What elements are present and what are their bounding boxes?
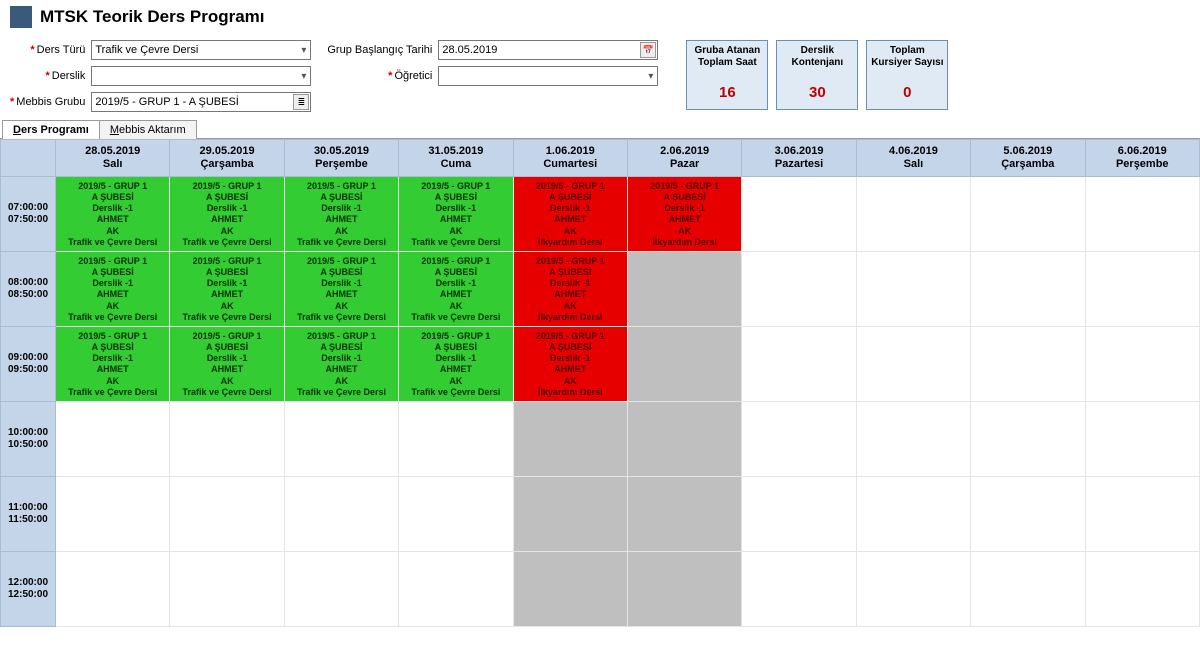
header-day-2: 30.05.2019Perşembe: [284, 140, 398, 177]
time-row-3: 10:00:0010:50:00: [1, 402, 56, 477]
cell-r3-d4[interactable]: [513, 402, 627, 477]
cell-r1-d3[interactable]: 2019/5 - GRUP 1A ŞUBESİDerslik -1AHMETAK…: [399, 252, 513, 327]
cell-r5-d7[interactable]: [856, 552, 970, 627]
cell-r5-d9[interactable]: [1085, 552, 1199, 627]
cell-r5-d0[interactable]: [56, 552, 170, 627]
cell-r4-d0[interactable]: [56, 477, 170, 552]
stat-total-hours: Gruba Atanan Toplam Saat 16: [686, 40, 768, 110]
cell-r1-d7[interactable]: [856, 252, 970, 327]
cell-r0-d6[interactable]: [742, 177, 856, 252]
cell-r0-d2[interactable]: 2019/5 - GRUP 1A ŞUBESİDerslik -1AHMETAK…: [284, 177, 398, 252]
time-row-4: 11:00:0011:50:00: [1, 477, 56, 552]
mebbis-grubu-label: *Mebbis Grubu: [10, 96, 85, 108]
header-day-3: 31.05.2019Cuma: [399, 140, 513, 177]
cell-r5-d5[interactable]: [627, 552, 741, 627]
cell-r4-d9[interactable]: [1085, 477, 1199, 552]
cell-r0-d4[interactable]: 2019/5 - GRUP 1A ŞUBESİDerslik -1AHMETAK…: [513, 177, 627, 252]
mebbis-grubu-lookup-icon[interactable]: ≣: [293, 94, 309, 110]
cell-r4-d2[interactable]: [284, 477, 398, 552]
cell-r3-d5[interactable]: [627, 402, 741, 477]
cell-r0-d0[interactable]: 2019/5 - GRUP 1A ŞUBESİDerslik -1AHMETAK…: [56, 177, 170, 252]
cell-r2-d3[interactable]: 2019/5 - GRUP 1A ŞUBESİDerslik -1AHMETAK…: [399, 327, 513, 402]
header-day-6: 3.06.2019Pazartesi: [742, 140, 856, 177]
time-row-5: 12:00:0012:50:00: [1, 552, 56, 627]
calendar-icon[interactable]: 📅: [640, 42, 656, 58]
app-icon: [10, 6, 32, 28]
cell-r2-d2[interactable]: 2019/5 - GRUP 1A ŞUBESİDerslik -1AHMETAK…: [284, 327, 398, 402]
time-row-1: 08:00:0008:50:00: [1, 252, 56, 327]
schedule-table: 28.05.2019Salı 29.05.2019Çarşamba 30.05.…: [0, 139, 1200, 627]
header-time: [1, 140, 56, 177]
cell-r3-d7[interactable]: [856, 402, 970, 477]
cell-r1-d0[interactable]: 2019/5 - GRUP 1A ŞUBESİDerslik -1AHMETAK…: [56, 252, 170, 327]
tab-ders-programi[interactable]: DDers Programıers Programı: [2, 120, 100, 139]
header-day-7: 4.06.2019Salı: [856, 140, 970, 177]
stat-students: Toplam Kursiyer Sayısı 0: [866, 40, 948, 110]
ders-turu-label: *Ders Türü: [10, 44, 85, 56]
derslik-select[interactable]: [91, 66, 311, 86]
cell-r2-d6[interactable]: [742, 327, 856, 402]
header-day-4: 1.06.2019Cumartesi: [513, 140, 627, 177]
cell-r5-d4[interactable]: [513, 552, 627, 627]
cell-r4-d5[interactable]: [627, 477, 741, 552]
ogretici-label: *Öğretici: [327, 70, 432, 82]
cell-r5-d3[interactable]: [399, 552, 513, 627]
cell-r0-d8[interactable]: [971, 177, 1085, 252]
cell-r3-d2[interactable]: [284, 402, 398, 477]
header-day-1: 29.05.2019Çarşamba: [170, 140, 284, 177]
cell-r0-d7[interactable]: [856, 177, 970, 252]
cell-r2-d7[interactable]: [856, 327, 970, 402]
cell-r5-d8[interactable]: [971, 552, 1085, 627]
cell-r1-d2[interactable]: 2019/5 - GRUP 1A ŞUBESİDerslik -1AHMETAK…: [284, 252, 398, 327]
cell-r0-d1[interactable]: 2019/5 - GRUP 1A ŞUBESİDerslik -1AHMETAK…: [170, 177, 284, 252]
cell-r3-d8[interactable]: [971, 402, 1085, 477]
page-title: MTSK Teorik Ders Programı: [40, 7, 265, 27]
cell-r0-d9[interactable]: [1085, 177, 1199, 252]
mebbis-grubu-input[interactable]: 2019/5 - GRUP 1 - A ŞUBESİ: [91, 92, 311, 112]
grup-baslangic-input[interactable]: 28.05.2019: [438, 40, 658, 60]
tab-mebbis-aktarim[interactable]: Mebbis AktarımMebbis Aktarım: [99, 120, 197, 139]
cell-r2-d8[interactable]: [971, 327, 1085, 402]
cell-r2-d4[interactable]: 2019/5 - GRUP 1A ŞUBESİDerslik -1AHMETAK…: [513, 327, 627, 402]
cell-r1-d4[interactable]: 2019/5 - GRUP 1A ŞUBESİDerslik -1AHMETAK…: [513, 252, 627, 327]
cell-r5-d6[interactable]: [742, 552, 856, 627]
cell-r0-d5[interactable]: 2019/5 - GRUP 1A ŞUBESİDerslik -1AHMETAK…: [627, 177, 741, 252]
time-row-0: 07:00:0007:50:00: [1, 177, 56, 252]
cell-r1-d9[interactable]: [1085, 252, 1199, 327]
ders-turu-select[interactable]: Trafik ve Çevre Dersi: [91, 40, 311, 60]
header-day-0: 28.05.2019Salı: [56, 140, 170, 177]
cell-r4-d3[interactable]: [399, 477, 513, 552]
cell-r4-d6[interactable]: [742, 477, 856, 552]
cell-r3-d6[interactable]: [742, 402, 856, 477]
cell-r1-d5[interactable]: [627, 252, 741, 327]
cell-r4-d4[interactable]: [513, 477, 627, 552]
cell-r3-d3[interactable]: [399, 402, 513, 477]
cell-r2-d0[interactable]: 2019/5 - GRUP 1A ŞUBESİDerslik -1AHMETAK…: [56, 327, 170, 402]
time-row-2: 09:00:0009:50:00: [1, 327, 56, 402]
cell-r4-d7[interactable]: [856, 477, 970, 552]
cell-r4-d8[interactable]: [971, 477, 1085, 552]
cell-r3-d9[interactable]: [1085, 402, 1199, 477]
cell-r3-d1[interactable]: [170, 402, 284, 477]
cell-r2-d1[interactable]: 2019/5 - GRUP 1A ŞUBESİDerslik -1AHMETAK…: [170, 327, 284, 402]
cell-r4-d1[interactable]: [170, 477, 284, 552]
stat-capacity: Derslik Kontenjanı 30: [776, 40, 858, 110]
header-day-9: 6.06.2019Perşembe: [1085, 140, 1199, 177]
header-day-5: 2.06.2019Pazar: [627, 140, 741, 177]
cell-r5-d2[interactable]: [284, 552, 398, 627]
schedule-header-row: 28.05.2019Salı 29.05.2019Çarşamba 30.05.…: [1, 140, 1200, 177]
cell-r5-d1[interactable]: [170, 552, 284, 627]
cell-r3-d0[interactable]: [56, 402, 170, 477]
cell-r1-d1[interactable]: 2019/5 - GRUP 1A ŞUBESİDerslik -1AHMETAK…: [170, 252, 284, 327]
cell-r1-d8[interactable]: [971, 252, 1085, 327]
grup-baslangic-label: Grup Başlangıç Tarihi: [327, 44, 432, 56]
header-day-8: 5.06.2019Çarşamba: [971, 140, 1085, 177]
cell-r2-d9[interactable]: [1085, 327, 1199, 402]
cell-r2-d5[interactable]: [627, 327, 741, 402]
cell-r1-d6[interactable]: [742, 252, 856, 327]
derslik-label: *Derslik: [10, 70, 85, 82]
cell-r0-d3[interactable]: 2019/5 - GRUP 1A ŞUBESİDerslik -1AHMETAK…: [399, 177, 513, 252]
ogretici-select[interactable]: [438, 66, 658, 86]
